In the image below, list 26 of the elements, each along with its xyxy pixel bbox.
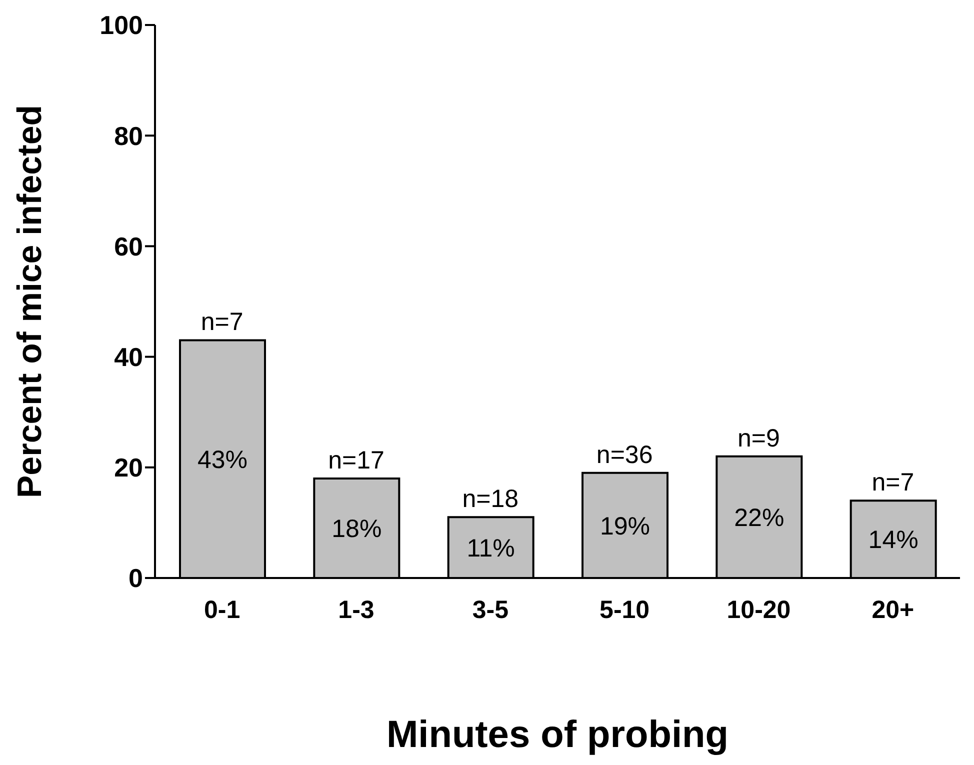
data-label: 18%	[332, 515, 382, 544]
x-tick-label: 0-1	[204, 596, 240, 624]
y-tick-label: 80	[114, 120, 143, 151]
x-axis-title: Minutes of probing	[386, 714, 728, 756]
x-tick-label: 10-20	[726, 596, 791, 624]
data-label: 14%	[868, 526, 918, 554]
x-tick-label: 3-5	[472, 596, 509, 624]
y-tick-label: 0	[128, 563, 143, 594]
annotation: n=9	[738, 424, 780, 452]
annotation: n=17	[328, 446, 384, 474]
x-tick-label: 20+	[872, 596, 914, 624]
y-tick-label: 100	[100, 10, 143, 40]
y-tick-label: 40	[114, 342, 143, 372]
annotation: n=18	[462, 485, 519, 514]
annotation: n=7	[872, 468, 914, 497]
y-axis-title: Percent of mice infected	[11, 104, 50, 498]
x-tick-label: 1-3	[338, 596, 374, 624]
annotation: n=36	[596, 440, 653, 469]
data-label: 43%	[197, 446, 248, 474]
data-label: 19%	[600, 512, 650, 540]
data-label: 11%	[466, 534, 515, 562]
annotation: n=7	[200, 308, 244, 336]
y-tick-label: 20	[114, 452, 143, 483]
y-tick-label: 60	[114, 231, 143, 262]
x-tick-label: 5-10	[600, 596, 650, 624]
data-label: 22%	[734, 504, 784, 532]
